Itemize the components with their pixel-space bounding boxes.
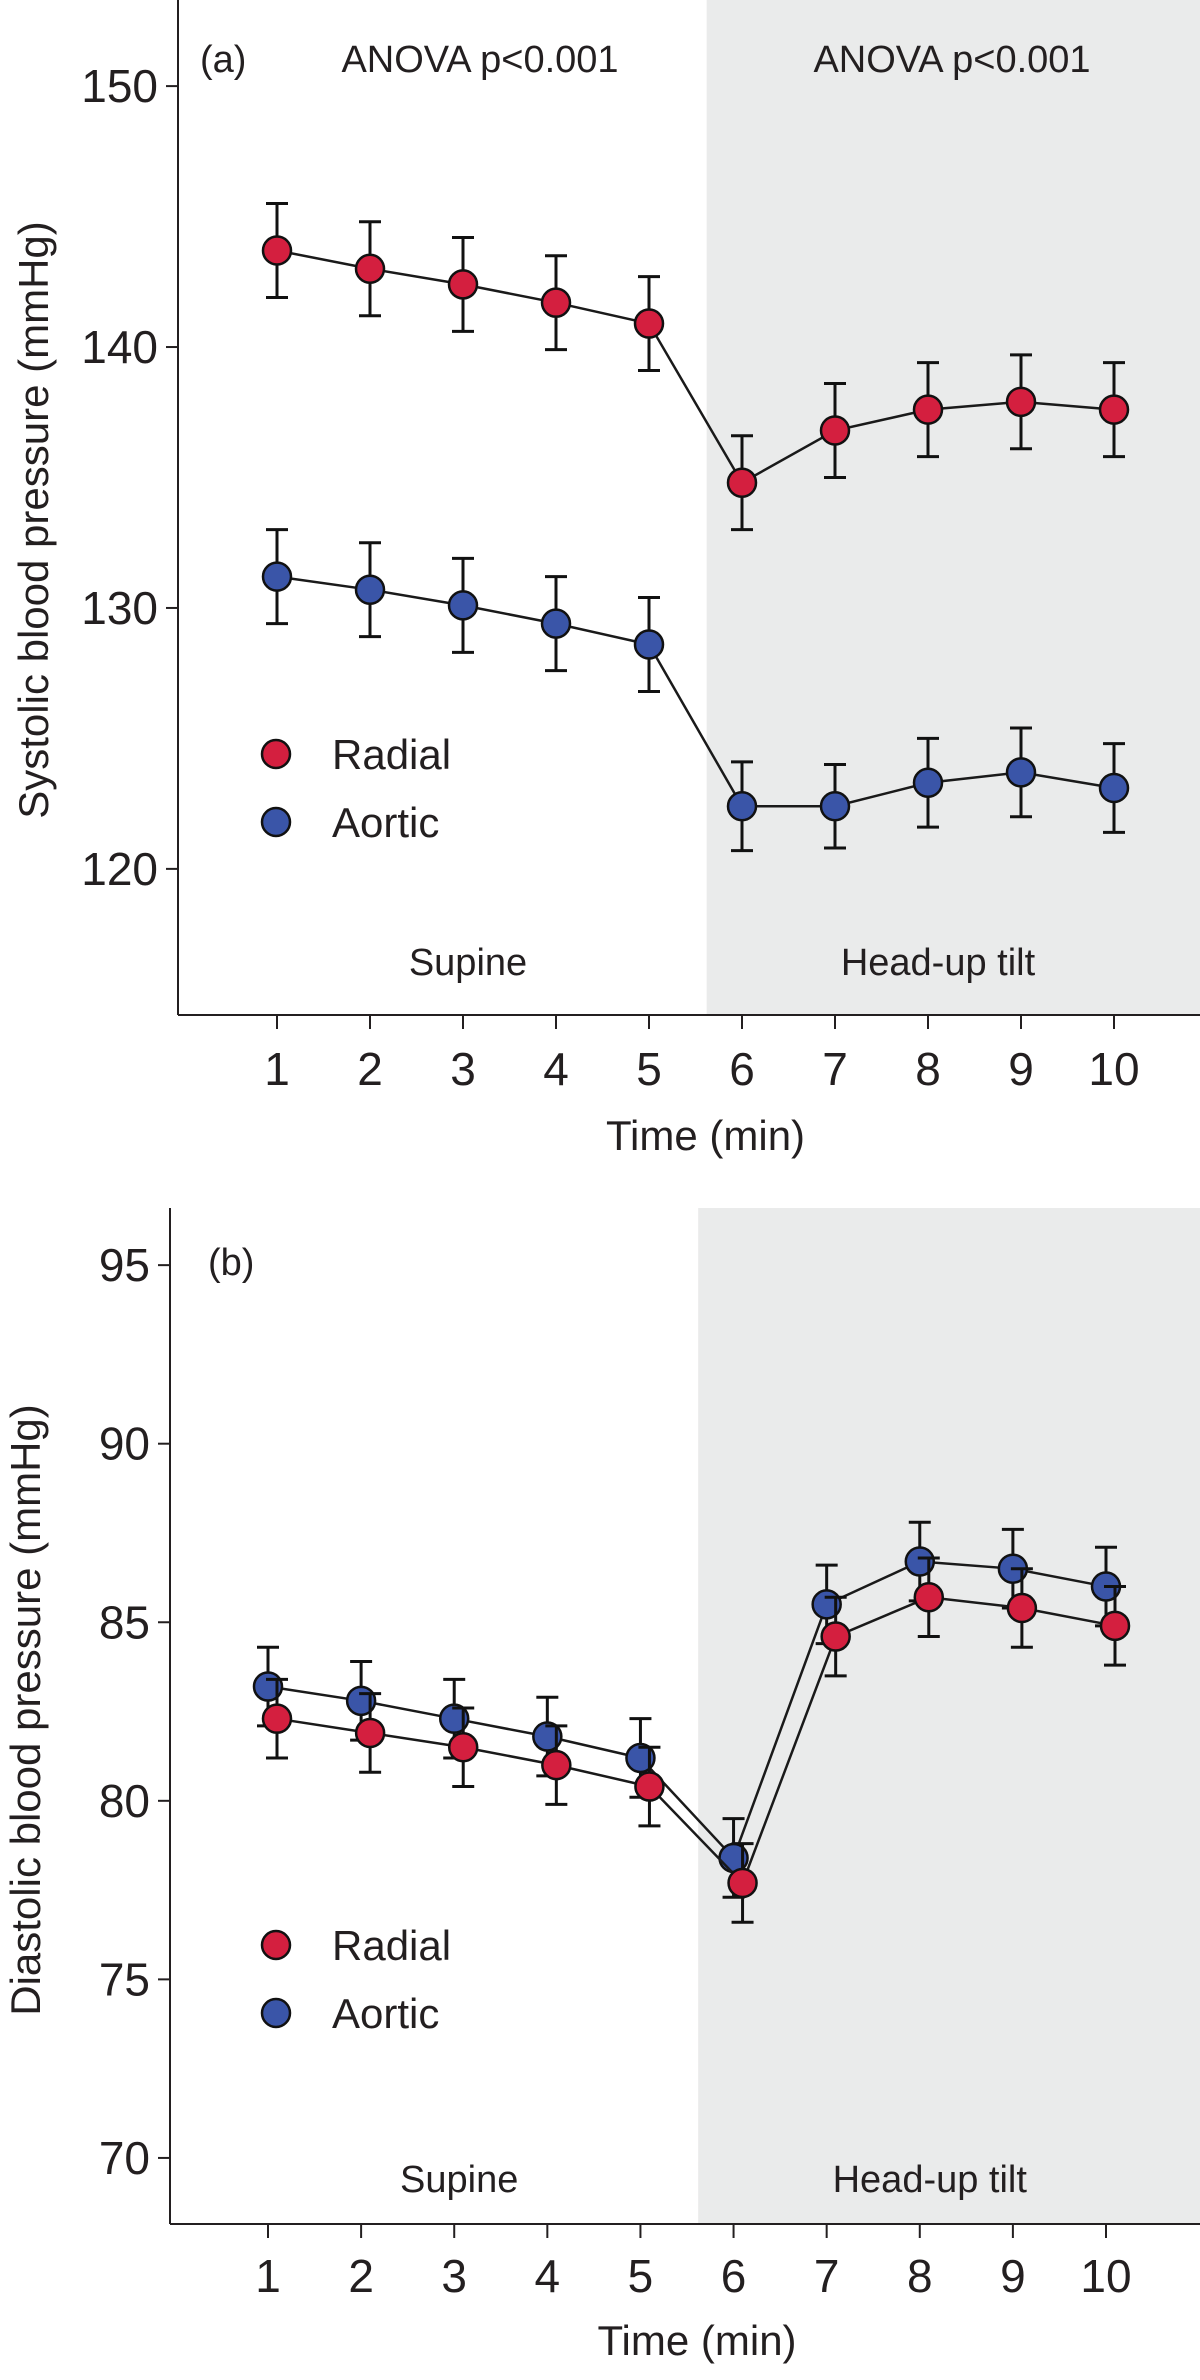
panel-label: (a): [200, 39, 246, 81]
y-tick-label: 80: [99, 1775, 150, 1827]
x-tick-label: 1: [255, 2250, 281, 2302]
anova-annotation-supine: ANOVA p<0.001: [341, 39, 618, 81]
y-tick-label: 75: [99, 1953, 150, 2005]
x-tick-label: 2: [357, 1043, 383, 1095]
y-tick-label: 90: [99, 1418, 150, 1470]
data-point-radial: [354, 253, 386, 285]
panel-b: 70 75 80 85 90 95 1 2 3 4 5 6 7 8 9 10 Time (min) Diastol…: [2, 1208, 1200, 2364]
data-point-aortic: [354, 574, 386, 605]
series-radial: [261, 202, 1130, 532]
data-point-radial: [1099, 1610, 1131, 1642]
y-tick-label: 140: [81, 321, 158, 373]
legend-label-aortic: Aortic: [332, 1990, 439, 2037]
phase-label-head-up-tilt: Head-up tilt: [833, 2159, 1028, 2201]
data-point-radial: [540, 287, 572, 318]
y-tick-label: 150: [81, 60, 158, 112]
x-tick-label: 5: [628, 2250, 654, 2302]
legend-label-radial: Radial: [332, 1922, 451, 1969]
data-point-aortic: [912, 767, 944, 799]
y-tick-label: 120: [81, 843, 158, 895]
x-tick-label: 9: [1000, 2250, 1026, 2302]
x-tick-label: 8: [907, 2250, 933, 2302]
x-tick-label: 4: [535, 2250, 561, 2302]
x-axis-title: Time (min): [606, 1112, 805, 1159]
x-tick-label: 2: [348, 2250, 374, 2302]
data-point-radial: [819, 415, 851, 446]
data-point-radial: [726, 467, 758, 498]
y-tick-label: 130: [81, 582, 158, 634]
data-point-aortic: [261, 561, 293, 592]
data-point-aortic: [819, 791, 851, 822]
x-tick-label: 5: [636, 1043, 662, 1095]
data-point-radial: [633, 308, 665, 339]
x-tick-label: 10: [1080, 2250, 1131, 2302]
series-aortic: [261, 528, 1130, 853]
series-line-aortic: [267, 1560, 1107, 1861]
phase-label-head-up-tilt: Head-up tilt: [841, 942, 1036, 984]
data-point-aortic: [1098, 772, 1130, 804]
x-tick-label: 6: [729, 1043, 755, 1095]
data-point-radial: [261, 235, 293, 266]
y-tick-label: 85: [99, 1596, 150, 1648]
data-point-radial: [1098, 394, 1130, 425]
x-tick-label: 1: [264, 1043, 290, 1095]
y-axis-title: Systolic blood pressure (mmHg): [10, 221, 57, 819]
data-point-aortic: [633, 629, 665, 660]
data-point-radial: [447, 269, 479, 300]
x-tick-label: 7: [814, 2250, 840, 2302]
shaded-region-head-up-tilt: [706, 0, 1200, 1015]
x-tick-label: 7: [822, 1043, 848, 1095]
x-tick-label: 9: [1008, 1043, 1034, 1095]
shaded-region-head-up-tilt: [698, 1208, 1200, 2224]
series-radial: [261, 1556, 1131, 1924]
x-axis-title: Time (min): [597, 2317, 796, 2364]
x-tick-label: 4: [543, 1043, 569, 1095]
data-point-radial: [447, 1731, 479, 1763]
series-line-radial: [276, 1595, 1116, 1886]
data-point-radial: [727, 1867, 758, 1899]
phase-label-supine: Supine: [400, 2159, 518, 2201]
legend-marker-aortic: [260, 806, 292, 838]
data-point-aortic: [438, 1703, 470, 1734]
legend-marker-radial: [260, 1929, 292, 1961]
data-point-aortic: [532, 1721, 563, 1752]
legend-label-aortic: Aortic: [332, 799, 439, 846]
data-point-radial: [912, 394, 944, 425]
data-point-aortic: [447, 590, 479, 621]
data-point-aortic: [540, 608, 572, 639]
y-tick-label: 95: [99, 1239, 150, 1291]
legend-marker-radial: [260, 738, 292, 770]
phase-label-supine: Supine: [409, 942, 527, 984]
data-point-aortic: [904, 1546, 936, 1577]
series-line-aortic: [276, 575, 1115, 808]
data-point-aortic: [625, 1742, 656, 1774]
data-point-aortic: [1005, 757, 1037, 788]
x-tick-label: 3: [450, 1043, 476, 1095]
data-point-radial: [820, 1621, 851, 1652]
panel-label: (b): [208, 1242, 254, 1284]
y-tick-label: 70: [99, 2132, 150, 2184]
data-point-radial: [634, 1771, 665, 1802]
legend-marker-aortic: [260, 1997, 292, 2029]
data-point-aortic: [726, 791, 758, 822]
data-point-radial: [913, 1582, 945, 1613]
series-line-radial: [276, 249, 1115, 485]
data-point-radial: [541, 1749, 572, 1781]
x-tick-label: 3: [441, 2250, 467, 2302]
x-tick-label: 8: [915, 1043, 941, 1095]
legend-label-radial: Radial: [332, 731, 451, 778]
anova-annotation-tilt: ANOVA p<0.001: [813, 39, 1090, 81]
y-axis-title: Diastolic blood pressure (mmHg): [2, 1404, 49, 2016]
x-tick-label: 10: [1088, 1043, 1139, 1095]
data-point-radial: [354, 1717, 386, 1749]
data-point-radial: [1005, 386, 1037, 418]
panel-a: 120 130 140 150 1 2 3 4 5 6 7 8 9 10 Time (min) Systoli…: [10, 0, 1200, 1159]
x-tick-label: 6: [721, 2250, 747, 2302]
data-point-radial: [261, 1703, 293, 1734]
data-point-radial: [1006, 1592, 1038, 1624]
